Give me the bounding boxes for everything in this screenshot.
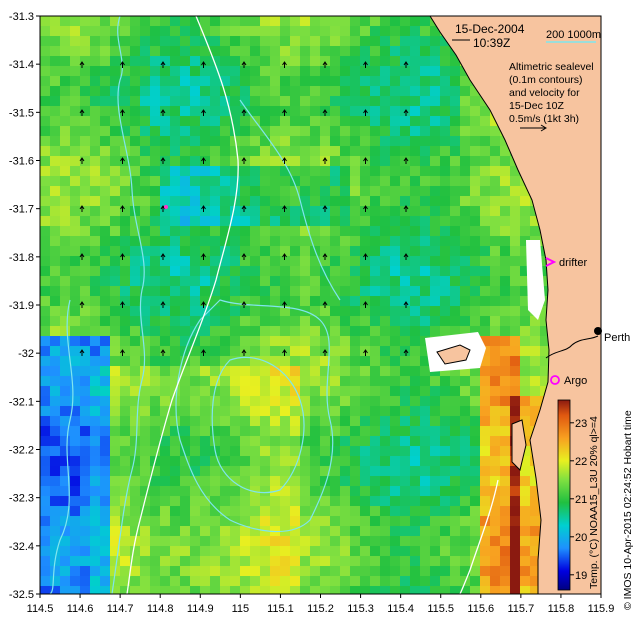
y-tick-label: -32 [18, 348, 34, 360]
y-tick-label: -31.6 [9, 156, 34, 168]
x-tick-label: 115 [232, 603, 250, 615]
sealevel-contours [49, 16, 341, 594]
legend-arrow-icon [520, 124, 547, 132]
x-tick-label: 114.5 [27, 603, 54, 615]
x-tick-label: 115.5 [427, 603, 454, 615]
x-tick-label: 114.8 [147, 603, 174, 615]
y-tick-label: -32.1 [9, 396, 34, 408]
legend-line-2: (0.1m contours) [509, 74, 583, 86]
colorbar-tick-label: 23 [575, 418, 587, 430]
swan-river [545, 335, 599, 359]
x-tick-label: 115.9 [588, 603, 615, 615]
isobaths [126, 16, 499, 594]
colorbar-ticks: 19 20 21 22 23 [570, 418, 587, 582]
colorbar-tick-label: 20 [575, 532, 587, 544]
y-tick-label: -32.3 [9, 493, 34, 505]
velocity-arrows [79, 61, 409, 356]
legend-line-4: 15-Dec 10Z [509, 100, 564, 112]
y-tick-label: -32.5 [9, 589, 34, 601]
y-tick-label: -31.4 [9, 59, 34, 71]
x-tick-label: 114.6 [67, 603, 94, 615]
legend-line-1: Altimetric sealevel [509, 61, 594, 73]
y-tick-label: -31.9 [9, 300, 34, 312]
time-label: 10:39Z [473, 36, 510, 50]
credit-label: © IMOS 10-Apr-2015 02:24:52 Hobart time [622, 410, 634, 610]
x-tick-label: 115.6 [467, 603, 494, 615]
y-axis: -31.3 -31.4 -31.5 -31.6 -31.7 -31.8 -31.9 -32 -3… [9, 11, 40, 601]
x-tick-label: 115.2 [307, 603, 334, 615]
perth-marker [594, 327, 602, 335]
colorbar-tick-label: 19 [575, 570, 587, 582]
legend-line-5: 0.5m/s (1kt 3h) [509, 113, 579, 125]
y-tick-label: -31.3 [9, 11, 34, 23]
perth-label: Perth [604, 332, 630, 344]
x-tick-label: 114.9 [187, 603, 214, 615]
colorbar [557, 399, 571, 591]
x-tick-label: 115.8 [548, 603, 575, 615]
scale-label: 200 1000m [546, 29, 601, 41]
x-tick-label: 115.3 [347, 603, 374, 615]
x-tick-label: 114.7 [107, 603, 134, 615]
drifter-marker [545, 257, 557, 267]
rottnest-island [436, 344, 471, 365]
colorbar-title: Temp. (°C) NOAA15_L3U 20% ql>=4 [588, 416, 600, 589]
argo-label: Argo [564, 375, 587, 387]
coastal-nodata [526, 240, 545, 320]
legend-line-3: and velocity for [509, 87, 580, 99]
y-tick-label: -32.4 [9, 541, 34, 553]
x-axis: 114.5 114.6 114.7 114.8 114.9 115 115.1 115.2 11… [27, 594, 615, 615]
drifter-track-dot [164, 205, 168, 209]
x-tick-label: 115.4 [387, 603, 414, 615]
colorbar-tick-label: 22 [575, 456, 587, 468]
colorbar-tick-label: 21 [575, 494, 587, 506]
argo-marker [550, 375, 560, 385]
x-tick-label: 115.7 [507, 603, 534, 615]
garden-island [511, 419, 527, 471]
y-tick-label: -31.7 [9, 204, 34, 216]
y-tick-label: -32.2 [9, 445, 34, 457]
drifter-label: drifter [559, 257, 587, 269]
x-tick-label: 115.1 [267, 603, 294, 615]
date-label: 15-Dec-2004 [455, 22, 525, 36]
y-tick-label: -31.8 [9, 252, 34, 264]
y-tick-label: -31.5 [9, 107, 34, 119]
